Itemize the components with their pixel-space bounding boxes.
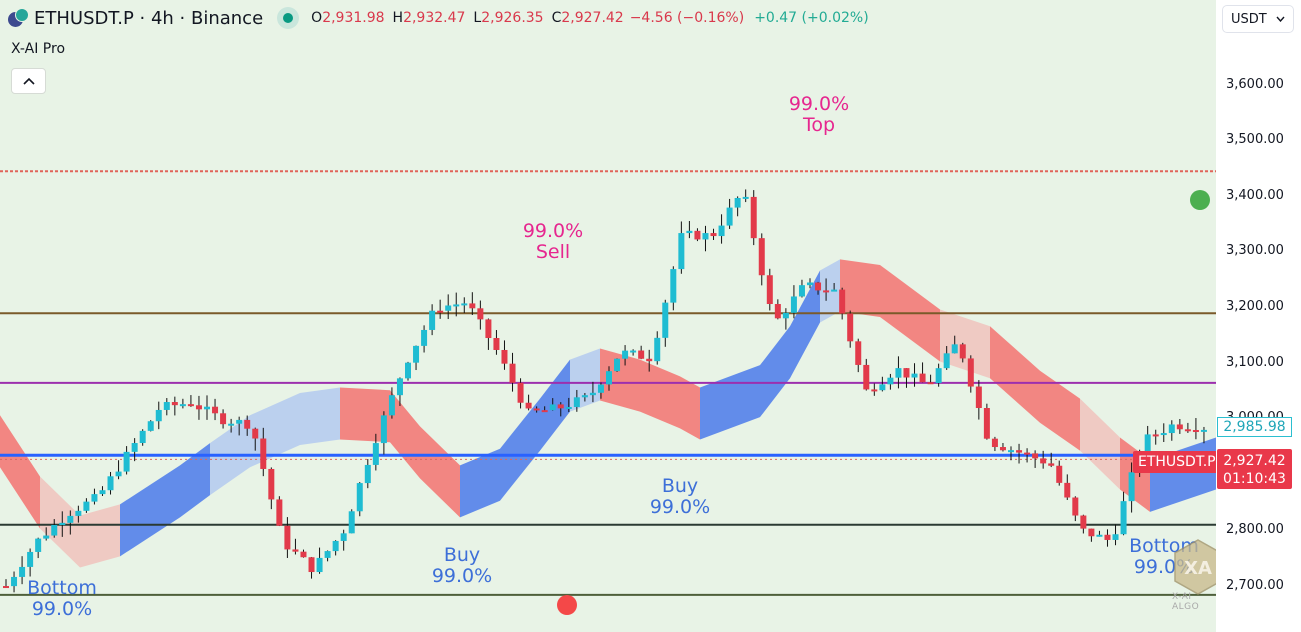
collapse-legend-button[interactable]: [11, 68, 46, 94]
ohlc-values: O2,931.98 H2,932.47 L2,926.35 C2,927.42: [311, 10, 624, 26]
xai-algo-logo-icon: XA: [1174, 539, 1216, 595]
market-open-status-icon: [277, 7, 300, 29]
symbol-price-label: ETHUSDT.P: [1133, 451, 1216, 473]
price-tick: 3,300.00: [1226, 243, 1284, 258]
symbol-title[interactable]: ETHUSDT.P · 4h · Binance: [34, 7, 264, 29]
price-tick: 3,200.00: [1226, 299, 1284, 314]
post-market-change: +0.47 (+0.02%): [754, 10, 869, 26]
signal-top-1: 99.0% Top: [788, 93, 850, 136]
svg-text:XA: XA: [1184, 558, 1212, 579]
chevron-up-icon: [22, 77, 35, 85]
green-signal-dot: [1190, 190, 1210, 210]
price-tick: 3,600.00: [1226, 77, 1284, 92]
pre-market-price-label: 2,985.98: [1217, 417, 1292, 437]
price-axis[interactable]: USDT 3,600.00 3,500.00 3,400.00 3,300.00…: [1216, 0, 1301, 632]
chart-plot-area[interactable]: ETHUSDT.P · 4h · Binance O2,931.98 H2,93…: [0, 0, 1216, 632]
watermark-text: X-AI ALGO: [1172, 592, 1200, 612]
price-tick: 2,700.00: [1226, 578, 1284, 593]
currency-select[interactable]: USDT: [1222, 5, 1294, 33]
signal-buy-2: Buy 99.0%: [649, 475, 711, 518]
candlestick-chart: [0, 170, 1216, 596]
red-signal-dot: [557, 595, 577, 615]
price-tick: 3,400.00: [1226, 188, 1284, 203]
signal-bottom-left: Bottom 99.0%: [27, 577, 97, 620]
price-tick: 2,800.00: [1226, 522, 1284, 537]
price-tick: 3,100.00: [1226, 355, 1284, 370]
signal-buy-1: Buy 99.0%: [431, 544, 493, 587]
signal-sell-1: 99.0% Sell: [522, 220, 584, 263]
chart-legend: ETHUSDT.P · 4h · Binance O2,931.98 H2,93…: [8, 7, 869, 29]
price-change: −4.56 (−0.16%): [629, 10, 745, 26]
chevron-down-icon: [1276, 16, 1285, 22]
indicator-name[interactable]: X-AI Pro: [11, 41, 66, 57]
bar-countdown: 01:10:43: [1223, 471, 1286, 487]
ethereum-symbol-icon: [8, 8, 29, 28]
last-price-label: 2,927.42 01:10:43: [1217, 449, 1292, 489]
price-tick: 3,500.00: [1226, 132, 1284, 147]
